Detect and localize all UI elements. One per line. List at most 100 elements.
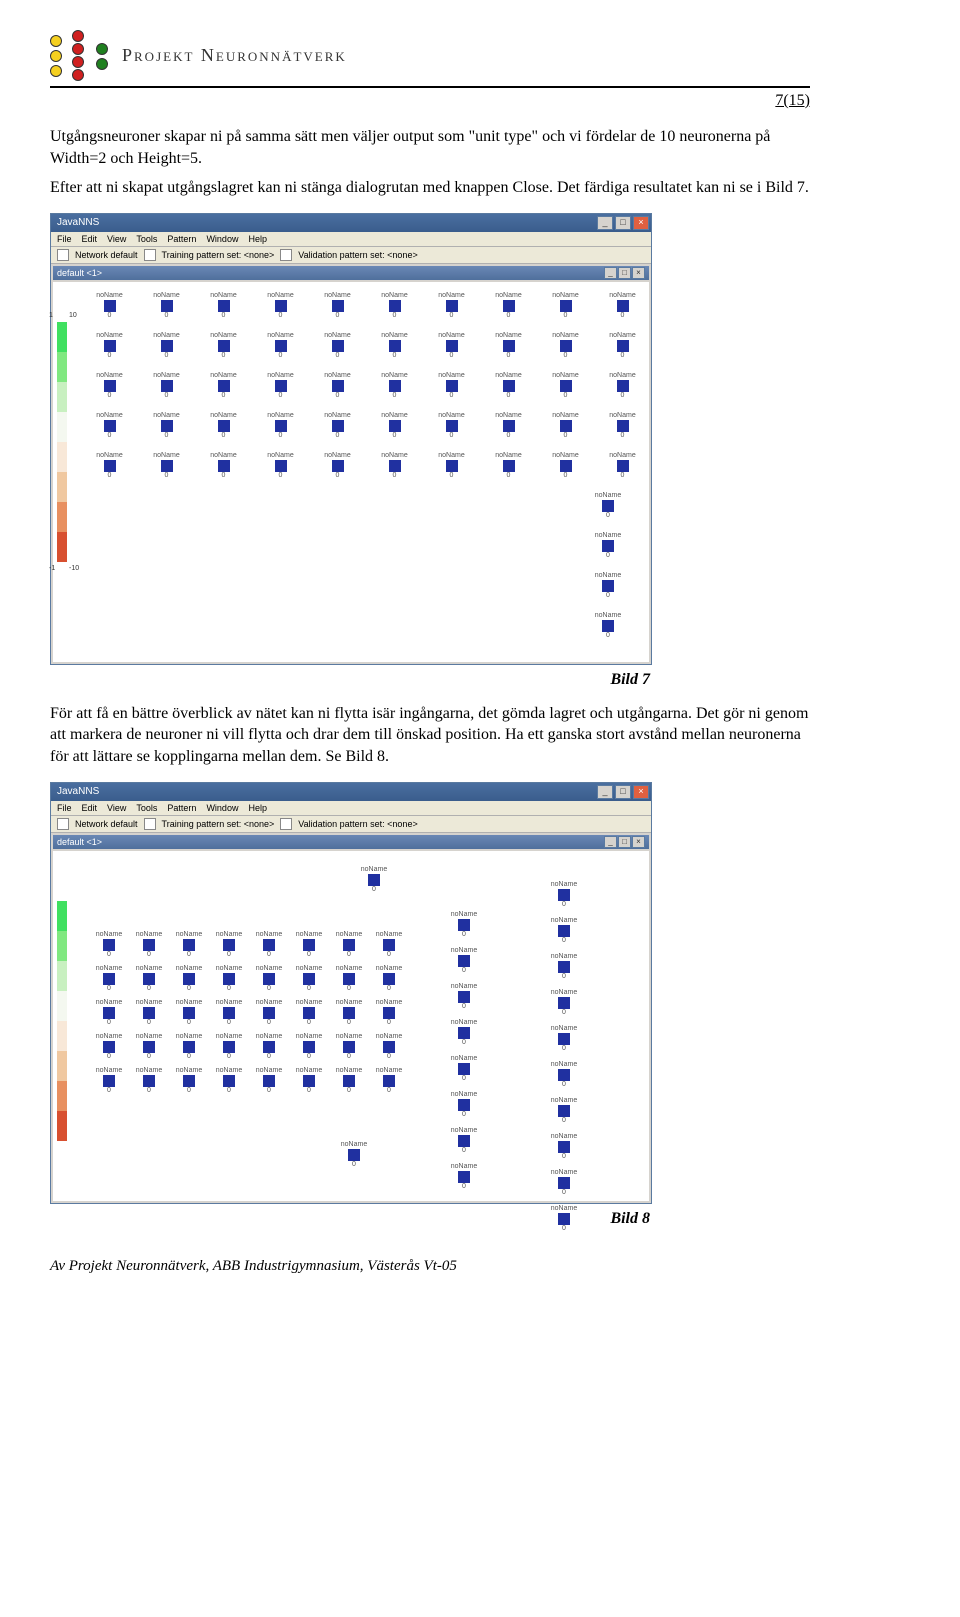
menu-view[interactable]: View	[107, 234, 126, 244]
neuron[interactable]: noName0	[93, 931, 125, 959]
toolbar-icon[interactable]	[280, 818, 292, 830]
neuron[interactable]: noName0	[91, 292, 128, 320]
neuron[interactable]: noName0	[93, 999, 125, 1027]
neuron[interactable]: noName0	[547, 292, 584, 320]
toolbar-icon[interactable]	[144, 818, 156, 830]
neuron[interactable]: noName0	[205, 332, 242, 360]
neuron[interactable]: noName0	[253, 931, 285, 959]
neuron[interactable]: noName0	[587, 492, 629, 520]
neuron[interactable]: noName0	[319, 372, 356, 400]
toolbar-icon[interactable]	[57, 249, 69, 261]
neuron[interactable]: noName0	[213, 931, 245, 959]
neuron[interactable]: noName0	[373, 999, 405, 1027]
network-canvas-2[interactable]: noName0 noName0 noName0 noName0 noName0 noNam…	[53, 851, 649, 1201]
neuron[interactable]: noName0	[293, 1033, 325, 1061]
neuron[interactable]: noName0	[490, 332, 527, 360]
menu-file[interactable]: File	[57, 803, 72, 813]
maximize-button[interactable]: □	[615, 785, 631, 799]
neuron[interactable]: noName0	[376, 452, 413, 480]
neuron[interactable]: noName0	[543, 1025, 585, 1053]
neuron[interactable]: noName0	[433, 332, 470, 360]
neuron[interactable]: noName0	[443, 1127, 485, 1155]
neuron[interactable]: noName0	[604, 452, 641, 480]
neuron[interactable]: noName0	[604, 292, 641, 320]
neuron[interactable]: noName0	[333, 965, 365, 993]
sub-close-button[interactable]: ×	[632, 836, 645, 848]
neuron[interactable]: noName0	[319, 332, 356, 360]
neuron[interactable]: noName0	[543, 881, 585, 909]
sub-max-button[interactable]: □	[618, 267, 631, 279]
neuron[interactable]: noName0	[443, 1019, 485, 1047]
neuron[interactable]: noName0	[91, 372, 128, 400]
neuron[interactable]: noName0	[93, 1067, 125, 1095]
neuron[interactable]: noName0	[433, 292, 470, 320]
neuron[interactable]: noName0	[543, 1061, 585, 1089]
neuron[interactable]: noName0	[262, 372, 299, 400]
neuron[interactable]: noName0	[333, 999, 365, 1027]
minimize-button[interactable]: _	[597, 785, 613, 799]
neuron[interactable]: noName0	[333, 1033, 365, 1061]
sub-min-button[interactable]: _	[604, 267, 617, 279]
neuron[interactable]: noName0	[443, 947, 485, 975]
neuron[interactable]: noName0	[93, 965, 125, 993]
neuron[interactable]: noName0	[148, 412, 185, 440]
neuron[interactable]: noName0	[353, 866, 395, 894]
close-button[interactable]: ×	[633, 216, 649, 230]
neuron[interactable]: noName0	[604, 332, 641, 360]
neuron[interactable]: noName0	[253, 999, 285, 1027]
maximize-button[interactable]: □	[615, 216, 631, 230]
toolbar-icon[interactable]	[280, 249, 292, 261]
menu-window[interactable]: Window	[206, 234, 238, 244]
neuron[interactable]: noName0	[373, 1033, 405, 1061]
toolbar-icon[interactable]	[57, 818, 69, 830]
neuron[interactable]: noName0	[253, 1067, 285, 1095]
neuron[interactable]: noName0	[173, 1067, 205, 1095]
neuron[interactable]: noName0	[213, 1067, 245, 1095]
neuron[interactable]: noName0	[333, 1067, 365, 1095]
neuron[interactable]: noName0	[443, 1163, 485, 1191]
neuron[interactable]: noName0	[293, 1067, 325, 1095]
neuron[interactable]: noName0	[604, 372, 641, 400]
neuron[interactable]: noName0	[91, 332, 128, 360]
neuron[interactable]: noName0	[319, 292, 356, 320]
neuron[interactable]: noName0	[213, 999, 245, 1027]
neuron[interactable]: noName0	[547, 332, 584, 360]
neuron[interactable]: noName0	[543, 917, 585, 945]
close-button[interactable]: ×	[633, 785, 649, 799]
sub-close-button[interactable]: ×	[632, 267, 645, 279]
neuron[interactable]: noName0	[173, 999, 205, 1027]
menu-file[interactable]: File	[57, 234, 72, 244]
menu-tools[interactable]: Tools	[136, 234, 157, 244]
neuron[interactable]: noName0	[490, 372, 527, 400]
neuron[interactable]: noName0	[173, 931, 205, 959]
network-canvas-1[interactable]: 1 10 -1 -10 noName0noName0noName0noName0…	[53, 282, 649, 662]
neuron[interactable]: noName0	[543, 1133, 585, 1161]
neuron[interactable]: noName0	[205, 372, 242, 400]
menu-view[interactable]: View	[107, 803, 126, 813]
neuron[interactable]: noName0	[205, 412, 242, 440]
neuron[interactable]: noName0	[543, 1169, 585, 1197]
neuron[interactable]: noName0	[253, 965, 285, 993]
neuron[interactable]: noName0	[91, 412, 128, 440]
neuron[interactable]: noName0	[373, 931, 405, 959]
neuron[interactable]: noName0	[373, 1067, 405, 1095]
neuron[interactable]: noName0	[262, 332, 299, 360]
toolbar-icon[interactable]	[144, 249, 156, 261]
neuron[interactable]: noName0	[376, 332, 413, 360]
neuron[interactable]: noName0	[333, 1141, 375, 1169]
neuron[interactable]: noName0	[148, 332, 185, 360]
sub-max-button[interactable]: □	[618, 836, 631, 848]
neuron[interactable]: noName0	[433, 412, 470, 440]
neuron[interactable]: noName0	[213, 965, 245, 993]
neuron[interactable]: noName0	[587, 612, 629, 640]
neuron[interactable]: noName0	[148, 292, 185, 320]
neuron[interactable]: noName0	[133, 999, 165, 1027]
neuron[interactable]: noName0	[433, 372, 470, 400]
neuron[interactable]: noName0	[262, 452, 299, 480]
neuron[interactable]: noName0	[543, 989, 585, 1017]
neuron[interactable]: noName0	[148, 372, 185, 400]
neuron[interactable]: noName0	[376, 372, 413, 400]
neuron[interactable]: noName0	[262, 412, 299, 440]
neuron[interactable]: noName0	[543, 1097, 585, 1125]
menu-pattern[interactable]: Pattern	[167, 803, 196, 813]
